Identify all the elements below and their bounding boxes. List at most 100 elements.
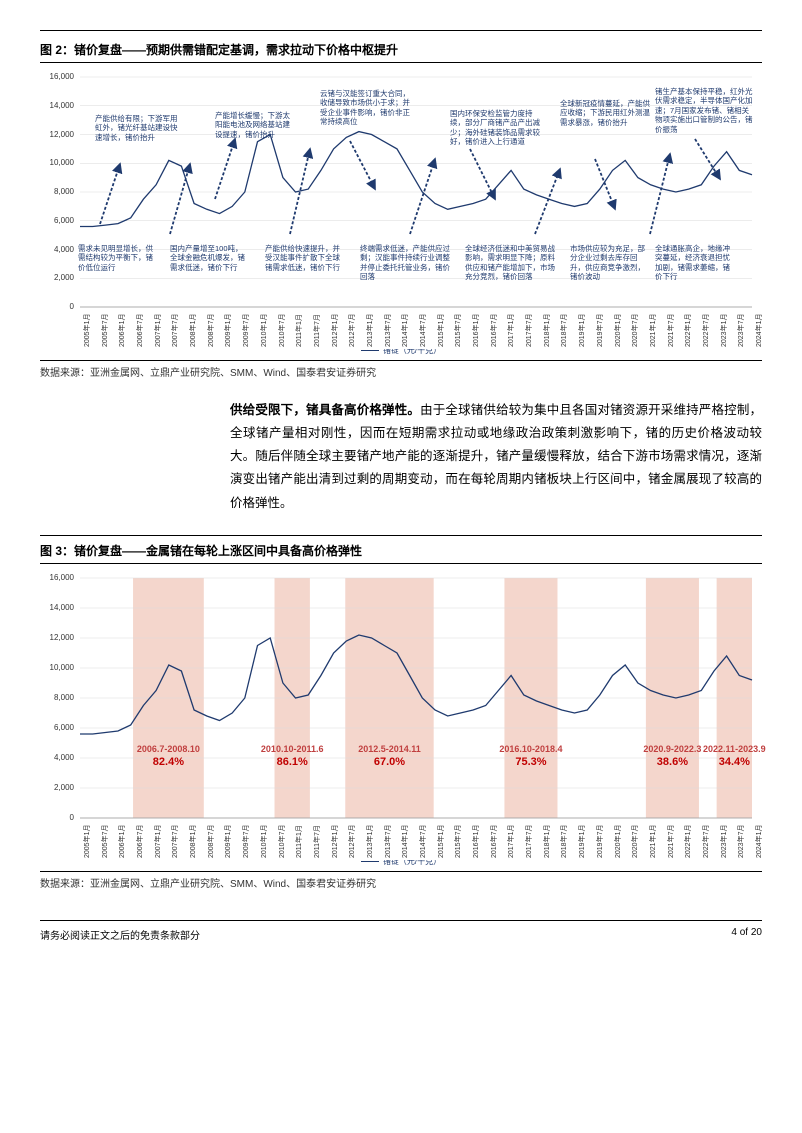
x-axis-tick: 2011年1月 [294, 314, 304, 347]
y-axis-tick: 4,000 [40, 753, 74, 762]
x-axis-tick: 2018年7月 [559, 314, 569, 347]
paragraph-lead: 供给受限下，锗具备高价格弹性。 [230, 403, 420, 417]
footer-page: 4 of 20 [731, 927, 762, 942]
x-axis-tick: 2009年7月 [241, 824, 251, 857]
figure3-title: 图 3：锗价复盘——金属锗在每轮上涨区间中具备高价格弹性 [40, 535, 762, 563]
x-axis-tick: 2006年1月 [117, 824, 127, 857]
band-pct-label: 2006.7-2008.1082.4% [123, 743, 213, 770]
x-axis-tick: 2007年1月 [153, 314, 163, 347]
x-axis-tick: 2023年1月 [719, 824, 729, 857]
x-axis-tick: 2016年1月 [471, 824, 481, 857]
band-pct-label: 2010.10-2011.686.1% [247, 743, 337, 770]
x-axis-tick: 2013年7月 [383, 824, 393, 857]
x-axis-tick: 2015年1月 [436, 314, 446, 347]
x-axis-tick: 2016年7月 [489, 314, 499, 347]
x-axis-tick: 2022年1月 [683, 314, 693, 347]
x-axis-tick: 2013年1月 [365, 824, 375, 857]
figure3-chart: 02,0004,0006,0008,00010,00012,00014,0001… [40, 570, 762, 860]
x-axis-tick: 2007年7月 [170, 314, 180, 347]
x-axis-tick: 2005年7月 [100, 314, 110, 347]
x-axis-tick: 2012年1月 [330, 824, 340, 857]
y-axis-tick: 0 [40, 813, 74, 822]
figure2-source: 数据来源：亚洲金属网、立鼎产业研究院、SMM、Wind、国泰君安证券研究 [40, 360, 762, 379]
footer-disclaimer: 请务必阅读正文之后的免责条款部分 [40, 927, 200, 942]
x-axis-tick: 2011年7月 [312, 825, 322, 858]
x-axis-tick: 2010年1月 [259, 824, 269, 857]
x-axis-tick: 2011年1月 [294, 825, 304, 858]
x-axis-tick: 2019年7月 [595, 824, 605, 857]
x-axis-tick: 2010年7月 [277, 824, 287, 857]
x-axis-tick: 2022年7月 [701, 314, 711, 347]
y-axis-tick: 16,000 [40, 573, 74, 582]
x-axis-tick: 2017年1月 [506, 314, 516, 347]
chart-annotation: 全球经济低迷和中美贸易战影响，需求明显下降；原料供应和锗产能增加下，市场充分竞烈… [465, 244, 555, 282]
y-axis-tick: 8,000 [40, 187, 74, 196]
x-axis-tick: 2010年7月 [277, 314, 287, 347]
x-axis-tick: 2007年7月 [170, 824, 180, 857]
chart-annotation: 产能供给有限；下游军用虹外，锗光纤基站建设快速增长，锗价抬升 [95, 114, 180, 142]
x-axis-tick: 2017年7月 [524, 314, 534, 347]
x-axis-tick: 2015年7月 [453, 824, 463, 857]
x-axis-tick: 2009年1月 [223, 314, 233, 347]
figure2-top-rule [40, 30, 762, 31]
chart-annotation: 云锗与汉能签订重大合同，收储导致市场供小于求；并受企业事件影响，锗价非正常持续高… [320, 89, 410, 127]
y-axis-tick: 2,000 [40, 783, 74, 792]
x-axis-tick: 2020年1月 [613, 314, 623, 347]
paragraph-body: 由于全球锗供给较为集中且各国对锗资源开采维持严格控制，全球锗产量相对刚性，因而在… [230, 403, 762, 510]
x-axis-tick: 2008年1月 [188, 824, 198, 857]
figure3-title-rule [40, 563, 762, 564]
y-axis-tick: 12,000 [40, 130, 74, 139]
y-axis-tick: 12,000 [40, 633, 74, 642]
x-axis-tick: 2015年7月 [453, 314, 463, 347]
x-axis-tick: 2009年7月 [241, 314, 251, 347]
figure3-source: 数据来源：亚洲金属网、立鼎产业研究院、SMM、Wind、国泰君安证券研究 [40, 871, 762, 890]
band-pct-label: 2016.10-2018.475.3% [486, 743, 576, 770]
x-axis-tick: 2017年1月 [506, 824, 516, 857]
x-axis-tick: 2011年7月 [312, 314, 322, 347]
x-axis-tick: 2012年7月 [347, 824, 357, 857]
x-axis-tick: 2009年1月 [223, 824, 233, 857]
x-axis-tick: 2019年1月 [577, 314, 587, 347]
page-footer: 请务必阅读正文之后的免责条款部分 4 of 20 [40, 920, 762, 942]
x-axis-tick: 2023年1月 [719, 314, 729, 347]
chart-annotation: 终端需求低迷，产能供应过剩；汉能事件持续行业调整并停止委托托管业务，锗价回落 [360, 244, 450, 282]
y-axis-tick: 6,000 [40, 723, 74, 732]
x-axis-tick: 2016年7月 [489, 824, 499, 857]
x-axis-tick: 2013年1月 [365, 314, 375, 347]
chart-annotation: 需求未见明显增长，供需结构较为平衡下，锗价低位运行 [78, 244, 158, 272]
chart-annotation: 全球通胀高企，地缘冲突蔓延，经济衰退担忧加剧，锗需求萎缩，锗价下行 [655, 244, 735, 282]
x-axis-tick: 2010年1月 [259, 314, 269, 347]
figure2-chart: 02,0004,0006,0008,00010,00012,00014,0001… [40, 69, 762, 349]
y-axis-tick: 8,000 [40, 693, 74, 702]
x-axis-tick: 2020年7月 [630, 314, 640, 347]
band-pct-label: 2012.5-2014.1167.0% [344, 743, 434, 770]
x-axis-tick: 2007年1月 [153, 824, 163, 857]
x-axis-tick: 2012年7月 [347, 314, 357, 347]
x-axis-tick: 2024年1月 [754, 824, 764, 857]
y-axis-tick: 10,000 [40, 158, 74, 167]
chart-annotation: 产能增长缓慢；下游太阳能电池及网络基站建设提速，锗价抬升 [215, 111, 295, 139]
x-axis-tick: 2006年7月 [135, 314, 145, 347]
y-axis-tick: 14,000 [40, 101, 74, 110]
y-axis-tick: 14,000 [40, 603, 74, 612]
chart-annotation: 市场供应较为充足，部分企业过剩去库存回升，供应商竞争激烈，锗价波动 [570, 244, 645, 282]
chart-annotation: 国内环保安检监管力度持续，部分厂商锗产品产出减少；海外硅锗装饰品需求较好，锗价进… [450, 109, 545, 147]
y-axis-tick: 16,000 [40, 72, 74, 81]
x-axis-tick: 2019年1月 [577, 824, 587, 857]
x-axis-tick: 2014年7月 [418, 314, 428, 347]
x-axis-tick: 2019年7月 [595, 314, 605, 347]
chart-annotation: 全球新冠疫情蔓延，产能供应收缩；下游民用红外测温需求暴涨，锗价抬升 [560, 99, 650, 127]
x-axis-tick: 2018年1月 [542, 314, 552, 347]
x-axis-tick: 2020年7月 [630, 824, 640, 857]
x-axis-tick: 2022年1月 [683, 824, 693, 857]
chart-annotation: 国内产量增至100吨，全球金融危机爆发，锗需求低迷，锗价下行 [170, 244, 245, 272]
x-axis-tick: 2005年1月 [82, 824, 92, 857]
x-axis-tick: 2006年7月 [135, 824, 145, 857]
band-pct-label: 2022.11-2023.934.4% [689, 743, 779, 770]
x-axis-tick: 2020年1月 [613, 824, 623, 857]
x-axis-tick: 2012年1月 [330, 314, 340, 347]
x-axis-tick: 2023年7月 [736, 314, 746, 347]
x-axis-tick: 2021年1月 [648, 314, 658, 347]
x-axis-tick: 2021年7月 [666, 824, 676, 857]
x-axis-tick: 2021年1月 [648, 824, 658, 857]
